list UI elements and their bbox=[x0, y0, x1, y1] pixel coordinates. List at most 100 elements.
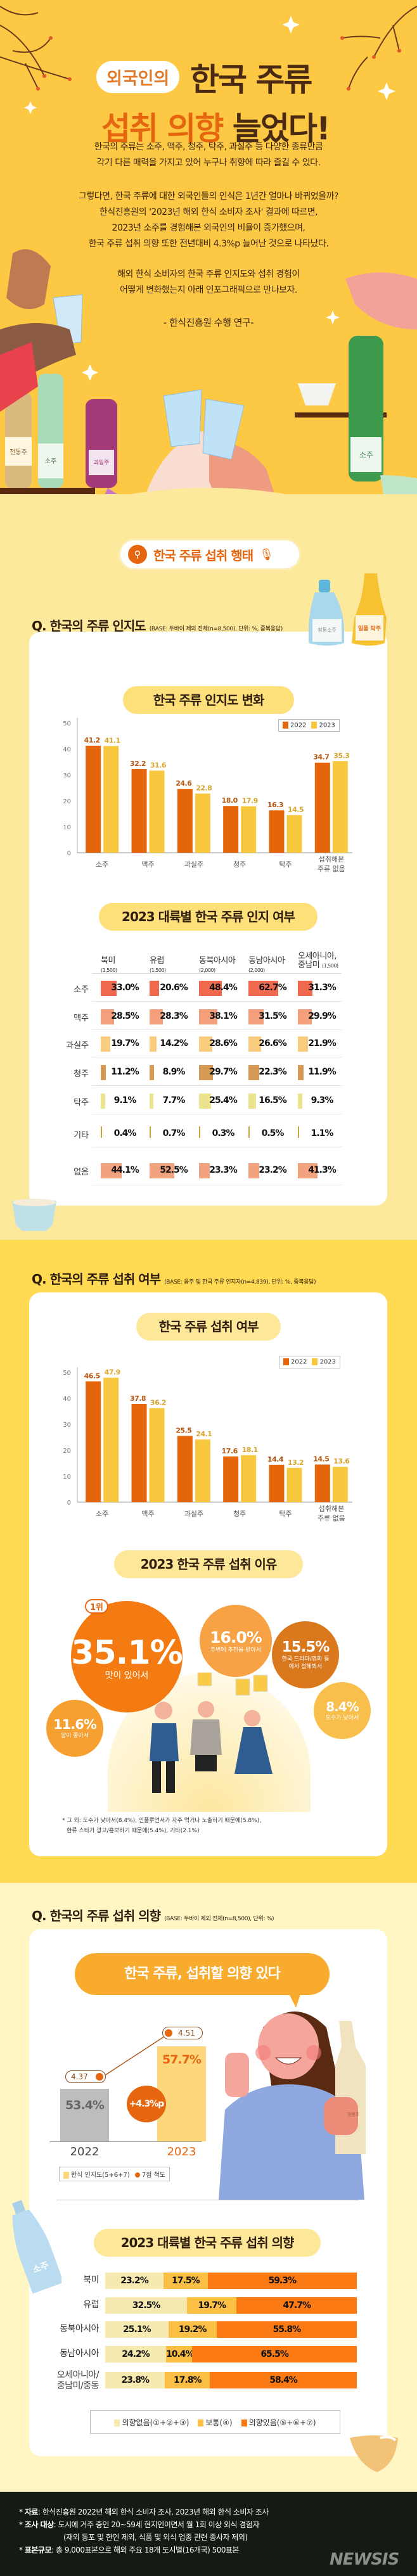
table-cell-value: 0.3% bbox=[212, 1128, 235, 1138]
table-cell-bar bbox=[101, 1036, 110, 1052]
stack-segment: 65.5% bbox=[192, 2346, 357, 2362]
table-cell-bar bbox=[298, 981, 313, 996]
intro-line: 한식진흥원의 '2023년 해외 한식 소비자 조사' 결과에 따르면, bbox=[99, 207, 318, 217]
year-2022: 2022 bbox=[70, 2145, 99, 2158]
x-tick-label: 섭취해본 bbox=[319, 855, 344, 864]
base-note: (BASE: 음주 및 한국 주류 인지자(n=4,839), 단위: %, 중… bbox=[164, 1279, 316, 1285]
bar-2022 bbox=[269, 1464, 285, 1502]
footer-line: * 조사 대상: 도시에 거주 중인 20~59세 현지인이면서 월 1회 이상… bbox=[19, 2520, 260, 2529]
bar-value-label: 37.8 bbox=[130, 1394, 146, 1403]
bar-2022 bbox=[223, 806, 239, 853]
table-cell-value: 29.7% bbox=[209, 1067, 238, 1077]
reason-label: 도수가 낮아서 bbox=[325, 1715, 359, 1721]
percent-2023: 57.7% bbox=[162, 2053, 202, 2067]
bar-2023 bbox=[149, 1408, 165, 1502]
stack-segment: 19.2% bbox=[168, 2321, 217, 2338]
bar-value-label: 35.3 bbox=[333, 751, 349, 760]
table-cell-bar bbox=[150, 1163, 175, 1178]
x-tick-label: 과실주 bbox=[184, 860, 203, 869]
axis-line bbox=[49, 2141, 202, 2142]
question-intention: Q. 한국의 주류 섭취 의향 (BASE: 두바이 제외 전체(n=8,500)… bbox=[32, 1908, 274, 1923]
score-dot-icon bbox=[96, 2073, 103, 2081]
x-tick-label: 청주 bbox=[233, 860, 246, 869]
score-2022: 4.37 bbox=[65, 2070, 106, 2083]
stack-row-label: 동북아시아 bbox=[60, 2324, 99, 2334]
bar-2022 bbox=[314, 762, 330, 853]
y-tick-label: 50 bbox=[63, 1370, 71, 1377]
table-cell-bar bbox=[298, 1036, 309, 1052]
bar-value-label: 41.1 bbox=[105, 736, 120, 744]
intro-line: 그렇다면, 한국 주류에 대한 외국인들의 인식은 1년간 얼마나 바뀌었을까? bbox=[79, 191, 338, 201]
table-cell-bar bbox=[101, 981, 117, 996]
bar-2022 bbox=[131, 1404, 147, 1502]
legend-item-2022: 2022 bbox=[283, 1358, 307, 1366]
reason-label: 한국 드라마/영화 등에서 접해봐서 bbox=[281, 1656, 330, 1670]
speech-bubble: 한국 주류, 섭취할 의향 있다 bbox=[75, 1953, 330, 1995]
stack-segment: 17.8% bbox=[165, 2372, 210, 2388]
soju-bottle-illustration: 소주 bbox=[11, 2200, 61, 2294]
bar-2022 bbox=[86, 746, 101, 853]
bar-2023 bbox=[286, 815, 302, 853]
bar-2023 bbox=[332, 761, 348, 853]
people-cheers-illustration bbox=[150, 1673, 273, 1793]
bar-2022 bbox=[60, 2089, 109, 2141]
intro-paragraph-1: 한국의 주류는 소주, 맥주, 청주, 탁주, 과실주 등 다양한 종류만큼 각… bbox=[0, 139, 417, 171]
bar-2022 bbox=[269, 810, 285, 853]
table-cell-value: 31.3% bbox=[308, 983, 337, 993]
table-row-label: 소주 bbox=[74, 985, 89, 995]
bar-2023 bbox=[103, 746, 119, 853]
table-cell-value: 7.7% bbox=[162, 1095, 186, 1106]
score-dot-icon bbox=[165, 2029, 172, 2037]
bar-value-label: 34.7 bbox=[313, 753, 329, 762]
x-tick-label: 탁주 bbox=[279, 860, 292, 869]
table-row-label: 탁주 bbox=[74, 1098, 89, 1107]
microphone-icon: 🎙 bbox=[259, 547, 274, 561]
legend-item-awareness: 한식 인지도(5+6+7) bbox=[63, 2169, 130, 2179]
reason-value: 8.4% bbox=[326, 1699, 359, 1714]
footer-line: * 자료: 한식진흥원 2022년 해외 한식 소비자 조사, 2023년 해외… bbox=[19, 2508, 269, 2516]
y-tick-label: 20 bbox=[63, 798, 71, 805]
table-column-header: 오세아니아, 중남미 (1,500) bbox=[298, 952, 338, 970]
cup-illustration bbox=[12, 1199, 56, 1231]
table-cell-value: 0.7% bbox=[162, 1128, 186, 1138]
table-title-awareness: 2023 대륙별 한국 주류 인지 여부 bbox=[99, 903, 318, 931]
legend-item-2023: 2023 bbox=[311, 722, 335, 729]
bar-value-label: 24.1 bbox=[196, 1430, 212, 1438]
stack-segment: 59.3% bbox=[207, 2273, 357, 2289]
table-row-label: 청주 bbox=[74, 1069, 89, 1079]
table-cell-value: 21.9% bbox=[308, 1038, 337, 1049]
reason-label: 향이 좋아서 bbox=[60, 1733, 89, 1739]
base-note: (BASE: 두바이 제외 전체(n=8,500), 단위: %) bbox=[164, 1916, 274, 1922]
reasons-title: 2023 한국 주류 섭취 이유 bbox=[114, 1550, 303, 1578]
reason-bubble: 8.4% 도수가 낮아서 bbox=[314, 1682, 371, 1739]
title-highlight: 섭취 의향 bbox=[101, 110, 224, 147]
title-line-2: 늘었다! bbox=[232, 110, 331, 147]
bottle-label: 정통소주 bbox=[318, 627, 336, 633]
table-cell-bar bbox=[248, 1065, 259, 1080]
legend-item-neutral: 보통(④) bbox=[198, 2417, 233, 2428]
table-cell-value: 19.7% bbox=[111, 1038, 139, 1049]
reason-label: 맛이 있어서 bbox=[105, 1671, 149, 1681]
bar-2023 bbox=[195, 793, 210, 853]
table-cell-value: 11.2% bbox=[111, 1067, 139, 1077]
title-badge: 외국인의 bbox=[96, 61, 180, 93]
bar-value-label: 14.5 bbox=[313, 1455, 329, 1463]
rank-badge: 1위 bbox=[85, 1599, 109, 1614]
stack-legend: 의향없음(①+②+③) 보통(④) 의향있음(⑤+⑥+⑦) bbox=[90, 2410, 340, 2434]
bar-2022 bbox=[177, 789, 193, 853]
table-row-divider bbox=[92, 1085, 342, 1086]
table-cell-bar bbox=[150, 1126, 151, 1138]
stack-segment: 19.7% bbox=[187, 2297, 237, 2314]
table-cell-bar bbox=[101, 1094, 105, 1109]
table-cell-value: 0.5% bbox=[261, 1128, 285, 1138]
section-button[interactable]: ⚲ 한국 주류 섭취 행태 🎙 bbox=[120, 540, 299, 568]
table-cell-value: 0.4% bbox=[113, 1128, 137, 1138]
title-line-2-wrap: 섭취 의향 늘었다! bbox=[101, 103, 331, 149]
bar-value-label: 31.6 bbox=[150, 761, 167, 769]
table-cell-value: 9.1% bbox=[113, 1095, 137, 1106]
chart-legend: 2022 2023 bbox=[279, 1356, 340, 1368]
hero-banner: 전통주 소주 과일주 소주 외국인의 한국 주류 섭취 의향 늘었다! 한국의 … bbox=[0, 0, 417, 570]
footer-notes: * 자료: 한식진흥원 2022년 해외 한식 소비자 조사, 2023년 해외… bbox=[19, 2506, 269, 2556]
reasons-note: * 그 외: 도수가 낮아서(8.4%), 인플루언서가 자주 먹거나 노출하기… bbox=[62, 1816, 360, 1836]
table-cell-value: 52.5% bbox=[160, 1165, 188, 1175]
